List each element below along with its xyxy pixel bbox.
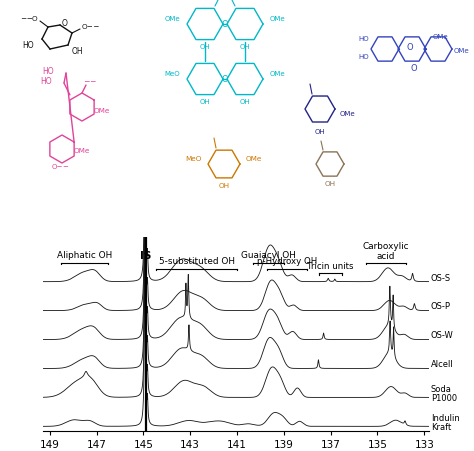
- Text: 5-substituted OH: 5-substituted OH: [159, 258, 235, 267]
- Text: OS-P: OS-P: [431, 303, 451, 312]
- Text: OMe: OMe: [270, 71, 286, 77]
- Text: OMe: OMe: [164, 16, 180, 22]
- Text: HO: HO: [358, 36, 369, 42]
- Text: OH: OH: [200, 44, 210, 50]
- Text: OMe: OMe: [270, 16, 286, 22]
- Text: OH: OH: [200, 99, 210, 105]
- Text: OMe: OMe: [454, 48, 470, 54]
- Text: Guaiacyl OH: Guaiacyl OH: [241, 251, 296, 260]
- Text: Aliphatic OH: Aliphatic OH: [57, 251, 112, 260]
- Text: OMe: OMe: [94, 108, 110, 114]
- Text: MeO: MeO: [186, 156, 202, 162]
- Text: OMe: OMe: [340, 111, 356, 117]
- Text: OH: OH: [315, 129, 325, 135]
- Text: OMe: OMe: [74, 148, 90, 154]
- Text: HO: HO: [40, 77, 52, 86]
- Text: Soda
P1000: Soda P1000: [431, 385, 457, 403]
- Text: Alcell: Alcell: [431, 360, 454, 369]
- Text: HO: HO: [42, 66, 54, 75]
- Text: OH: OH: [219, 183, 229, 189]
- Text: O: O: [62, 18, 68, 28]
- Text: Carboxylic
acid: Carboxylic acid: [363, 242, 409, 261]
- Text: MeO: MeO: [164, 71, 180, 77]
- Text: OH: OH: [240, 99, 250, 105]
- Text: ─ ─O: ─ ─O: [21, 16, 38, 22]
- Text: OS-W: OS-W: [431, 331, 454, 341]
- Text: p-Hydroxy OH: p-Hydroxy OH: [257, 258, 318, 267]
- Text: O─ ─: O─ ─: [52, 164, 68, 170]
- Text: ─ ─: ─ ─: [84, 77, 96, 86]
- Text: O: O: [407, 42, 413, 51]
- Text: O─ ─: O─ ─: [82, 24, 99, 30]
- Text: O: O: [222, 74, 228, 83]
- Text: OH: OH: [240, 44, 250, 50]
- Text: Tricin units: Tricin units: [307, 262, 354, 272]
- Text: O: O: [222, 19, 228, 28]
- Text: O: O: [410, 64, 417, 73]
- Text: IS: IS: [140, 251, 151, 261]
- Text: HO: HO: [358, 54, 369, 60]
- Text: OMe: OMe: [246, 156, 263, 162]
- Text: HO: HO: [22, 41, 34, 50]
- Text: OH: OH: [324, 181, 336, 187]
- Text: OS-S: OS-S: [431, 273, 451, 282]
- Text: OMe: OMe: [432, 34, 448, 40]
- Text: OH: OH: [72, 46, 83, 55]
- Text: Indulin
Kraft: Indulin Kraft: [431, 414, 460, 432]
